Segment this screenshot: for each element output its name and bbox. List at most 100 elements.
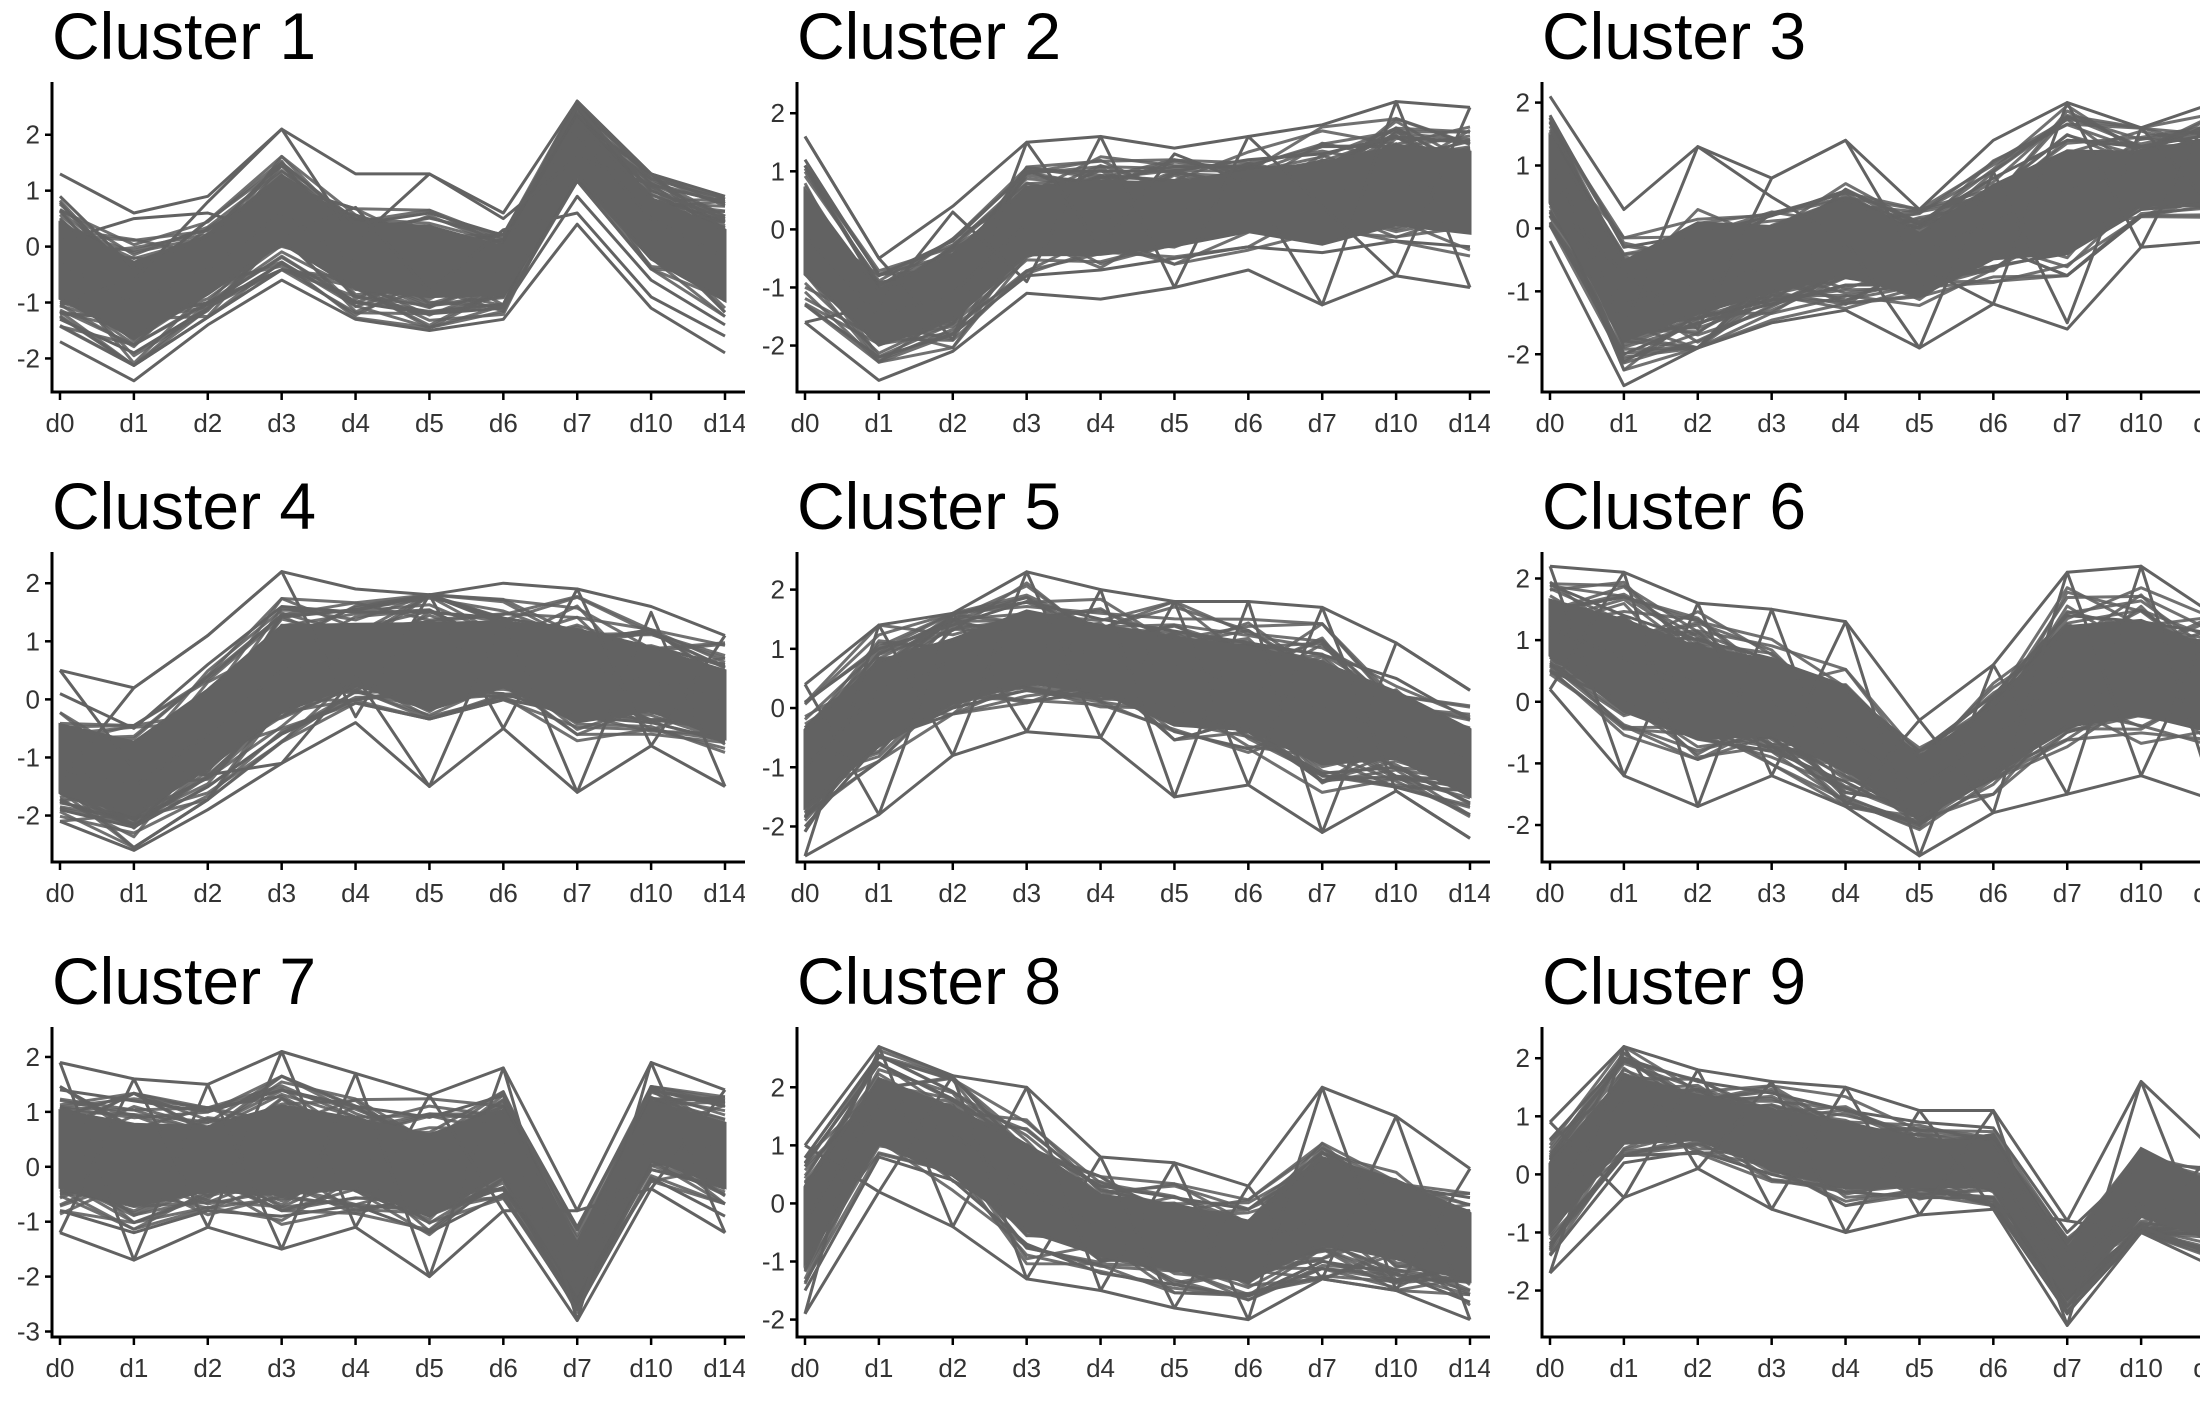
y-tick-label: 2 [26,120,40,150]
x-tick-label: d14 [1448,1353,1490,1383]
x-tick-label: d1 [119,878,148,908]
y-tick-label: -2 [17,1262,40,1292]
x-tick-label: d3 [1757,878,1786,908]
x-tick-label: d1 [864,878,893,908]
x-tick-label: d7 [563,408,592,438]
x-tick-label: d2 [938,878,967,908]
x-tick-label: d5 [415,1353,444,1383]
series-line-high [59,1088,726,1229]
x-tick-label: d2 [1683,408,1712,438]
x-tick-label: d2 [1683,878,1712,908]
y-tick-label: 1 [771,156,785,186]
panel-title: Cluster 4 [52,469,317,543]
x-tick-label: d1 [1609,1353,1638,1383]
panel-title: Cluster 6 [1542,469,1807,543]
cluster-panel-5: Cluster 5 -2 -1 0 1 2 d0 d1 d2 d3 d4 d5 d6 d7 d10 d14 [745,470,1490,940]
x-tick-label: d4 [1086,878,1115,908]
envelope-upper [803,1045,1471,1188]
series-line-high [59,605,726,730]
cluster-panel-3: Cluster 3 -2 -1 0 1 2 d0 d1 d2 d3 d4 d5 d6 d7 d10 d14 [1490,0,2200,470]
series-line-low [1549,669,2200,821]
x-tick-label: d3 [1757,408,1786,438]
y-tick-label: 2 [26,1042,40,1072]
x-tick-label: d7 [1308,1353,1337,1383]
series-line-outlier-b [58,1050,727,1234]
x-tick-label: d5 [1905,878,1934,908]
x-tick-label: d10 [629,408,672,438]
y-tick-label: -2 [17,801,40,831]
x-tick-label: d14 [1448,878,1490,908]
x-tick-label: d3 [1012,878,1041,908]
series-line-mean [59,645,726,788]
x-tick-label: d3 [267,1353,296,1383]
x-tick-label: d3 [1012,1353,1041,1383]
series-line-high [804,600,1471,722]
x-tick-label: d4 [1086,408,1115,438]
series-line-high [1548,1056,2200,1234]
x-tick-label: d14 [2193,408,2200,438]
y-tick-label: 0 [26,684,40,714]
y-tick-label: 1 [771,634,785,664]
x-tick-label: d0 [1536,878,1565,908]
x-tick-label: d5 [415,878,444,908]
cluster-plot-6: -2 -1 0 1 2 d0 d1 d2 d3 d4 d5 d6 d7 d10 d14 [1507,552,2200,908]
y-tick-label: 1 [26,626,40,656]
x-tick-label: d6 [1979,1353,2008,1383]
series-line-low [804,239,1471,359]
x-tick-label: d2 [1683,1353,1712,1383]
series-line-low [59,1176,726,1311]
y-tick-label: 0 [26,232,40,262]
x-tick-label: d2 [193,1353,222,1383]
envelope-lower [59,222,726,383]
y-tick-label: -2 [1507,810,1530,840]
series-line-low [803,1155,1471,1304]
x-tick-label: d7 [2053,1353,2082,1383]
x-tick-label: d14 [2193,1353,2200,1383]
envelope-lower [803,1190,1471,1322]
panel-title: Cluster 2 [797,0,1062,73]
series-line-low [1548,1149,2200,1316]
envelope-upper [803,100,1471,260]
y-tick-label: -2 [17,343,40,373]
x-tick-label: d1 [864,408,893,438]
x-tick-label: d14 [703,878,745,908]
x-tick-label: d10 [629,1353,672,1383]
cluster-panel-4: Cluster 4 -2 -1 0 1 2 d0 d1 d2 d3 d4 d5 d6 d7 d10 d14 [0,470,745,940]
y-tick-label: 0 [771,693,785,723]
series-line-high [58,105,726,271]
y-tick-label: -2 [762,331,785,361]
x-tick-label: d1 [1609,408,1638,438]
x-tick-label: d0 [791,408,820,438]
panel-title: Cluster 5 [797,469,1062,543]
x-tick-label: d10 [2119,408,2162,438]
x-tick-label: d0 [1536,1353,1565,1383]
profile-line [59,99,726,246]
cluster-panel-9: Cluster 9 -2 -1 0 1 2 d0 d1 d2 d3 d4 d5 d6 d7 d10 d14 [1490,945,2200,1415]
envelope-upper [804,570,1471,692]
series-line-mean [1548,165,2200,306]
panel-title: Cluster 3 [1542,0,1807,73]
x-tick-label: d7 [1308,408,1337,438]
profile-core [1548,132,2200,343]
cluster-panel-8: Cluster 8 -2 -1 0 1 2 d0 d1 d2 d3 d4 d5 d6 d7 d10 d14 [745,945,1490,1415]
x-tick-label: d0 [46,1353,75,1383]
y-tick-label: -1 [17,288,40,318]
x-tick-label: d3 [1757,1353,1786,1383]
x-tick-label: d0 [791,1353,820,1383]
x-tick-label: d10 [2119,1353,2162,1383]
cluster-panel-7: Cluster 7 -3 -2 -1 0 1 2 d0 d1 d2 d3 d4 d5 d6 d7 d10 d14 [0,945,745,1415]
y-tick-label: 2 [771,575,785,605]
cluster-panel-2: Cluster 2 -2 -1 0 1 2 d0 d1 d2 d3 d4 d5 d6 d7 d10 d14 [745,0,1490,470]
y-tick-label: -1 [762,1247,785,1277]
y-tick-label: -1 [17,742,40,772]
series-line-outlier-a [803,100,1472,342]
x-tick-label: d7 [563,878,592,908]
series-line-outlier-b [804,106,1472,324]
series-line-outlier-b [58,570,727,782]
series-line-outlier-b [1548,101,2200,331]
cluster-plot-5: -2 -1 0 1 2 d0 d1 d2 d3 d4 d5 d6 d7 d10 d14 [762,552,1490,908]
x-tick-label: d0 [46,408,75,438]
envelope-lower [804,268,1471,382]
x-tick-label: d10 [1374,878,1417,908]
x-tick-label: d14 [2193,878,2200,908]
